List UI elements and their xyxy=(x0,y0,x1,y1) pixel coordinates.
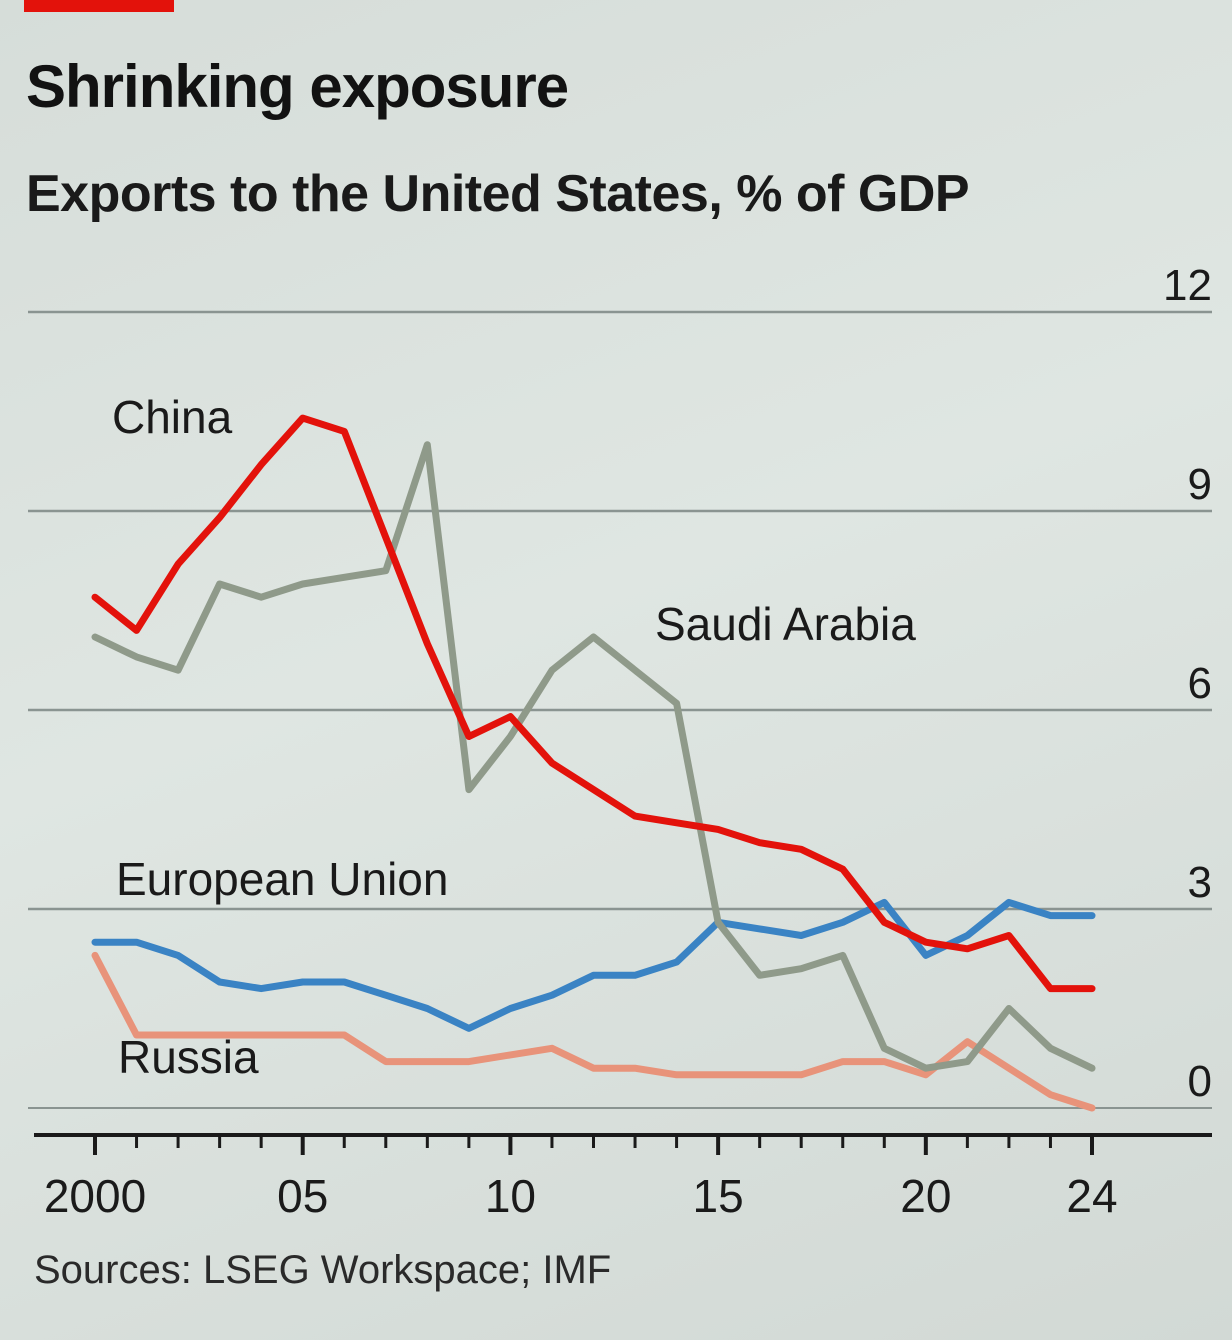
series-line-european-union xyxy=(91,898,1096,1032)
x-tick-label-2024: 24 xyxy=(1066,1170,1117,1222)
y-axis-labels: 0 3 6 9 12 xyxy=(1163,261,1212,1106)
series-label-european-union: European Union xyxy=(116,853,448,905)
series-lines xyxy=(91,414,1096,1112)
x-tick-label-2000: 2000 xyxy=(44,1170,146,1222)
y-tick-label-6: 6 xyxy=(1188,659,1212,708)
y-tick-label-3: 3 xyxy=(1188,858,1212,907)
chart-title: Shrinking exposure xyxy=(26,53,569,120)
x-tick-label-2020: 20 xyxy=(900,1170,951,1222)
y-tick-label-9: 9 xyxy=(1188,460,1212,509)
y-tick-label-0: 0 xyxy=(1188,1057,1212,1106)
y-tick-label-12: 12 xyxy=(1163,261,1212,310)
x-tick-label-2015: 15 xyxy=(693,1170,744,1222)
series-label-russia: Russia xyxy=(118,1031,259,1083)
chart-subtitle: Exports to the United States, % of GDP xyxy=(26,165,970,223)
x-axis: 2000 05 10 15 20 24 xyxy=(34,1133,1212,1222)
x-tick-label-2005: 05 xyxy=(277,1170,328,1222)
series-line-china xyxy=(91,414,1096,993)
series-labels: China Saudi Arabia European Union Russia xyxy=(112,391,916,1083)
series-label-saudi-arabia: Saudi Arabia xyxy=(655,598,916,650)
brand-tag xyxy=(24,0,174,12)
source-note: Sources: LSEG Workspace; IMF xyxy=(34,1248,612,1292)
series-line-saudi-arabia xyxy=(91,441,1096,1072)
series-label-china: China xyxy=(112,391,233,443)
x-tick-label-2010: 10 xyxy=(485,1170,536,1222)
series-line-russia xyxy=(91,951,1096,1112)
